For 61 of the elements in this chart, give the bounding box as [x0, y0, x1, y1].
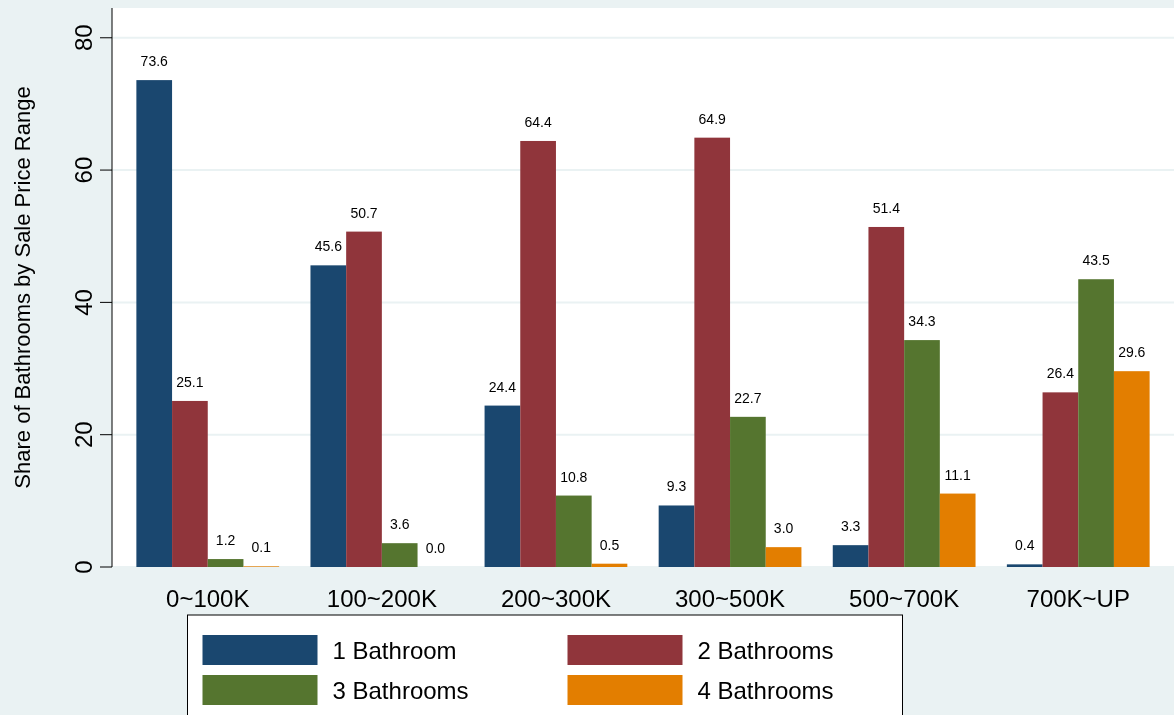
x-tick-label: 500~700K [849, 585, 960, 612]
x-tick-label: 700K~UP [1026, 585, 1130, 612]
bar [520, 140, 556, 567]
bar [868, 226, 905, 567]
bar [1078, 279, 1114, 567]
y-tick-label: 20 [70, 421, 97, 449]
text: 22.7 [734, 389, 762, 406]
x-tick-label: 300~500K [674, 585, 786, 612]
bar [207, 559, 244, 567]
text: 9.3 [666, 478, 687, 495]
text: 29.6 [1118, 344, 1146, 361]
text: 0.4 [1014, 537, 1035, 554]
y-tick-label: 0 [70, 560, 97, 574]
bar [555, 495, 592, 567]
bar [1113, 371, 1150, 567]
text: 34.3 [908, 313, 936, 330]
bar [694, 137, 731, 567]
y-tick-label: 40 [70, 289, 97, 316]
text: 64.4 [524, 113, 552, 130]
text: 50.7 [350, 204, 378, 221]
bar [658, 505, 695, 567]
text: 1.2 [215, 532, 236, 549]
text: 25.1 [176, 373, 204, 390]
bar [136, 80, 173, 567]
text: 43.5 [1082, 252, 1110, 269]
text: 0.5 [599, 536, 620, 553]
text: 64.9 [698, 110, 726, 127]
legend-label: 2 Bathrooms [697, 637, 834, 664]
x-tick-label: 100~200K [326, 585, 437, 612]
text: 0.0 [425, 540, 446, 556]
x-tick-label: 200~300K [500, 585, 612, 612]
text: 3.0 [773, 520, 794, 537]
text: 10.8 [560, 468, 588, 485]
legend-label: 3 Bathrooms [332, 677, 469, 704]
bar [310, 265, 347, 567]
bar [1006, 564, 1043, 567]
bar [832, 545, 869, 567]
text: 45.6 [314, 238, 342, 255]
text: 24.4 [488, 378, 517, 395]
bar [730, 416, 766, 567]
bar [1042, 392, 1079, 567]
bar [346, 231, 382, 567]
text: 3.3 [840, 518, 861, 535]
bar [484, 405, 521, 567]
legend-label: 4 Bathrooms [697, 677, 834, 704]
bar [904, 340, 940, 567]
text: 3.6 [389, 516, 410, 533]
y-tick-label: 60 [70, 156, 97, 184]
legend-label: 1 Bathroom [332, 637, 457, 664]
bar [172, 400, 208, 567]
x-tick-label: 0~100K [166, 585, 250, 612]
bar [939, 493, 976, 567]
text: 26.4 [1046, 365, 1075, 382]
y-tick-label: 80 [70, 24, 97, 52]
y-axis-title: Share of Bathrooms by Sale Price Range [10, 86, 35, 489]
text: 11.1 [944, 466, 971, 483]
bar [381, 543, 418, 567]
text: 51.4 [872, 199, 900, 216]
bar [765, 547, 802, 567]
text: 73.6 [140, 53, 168, 70]
text: 0.1 [251, 539, 272, 556]
